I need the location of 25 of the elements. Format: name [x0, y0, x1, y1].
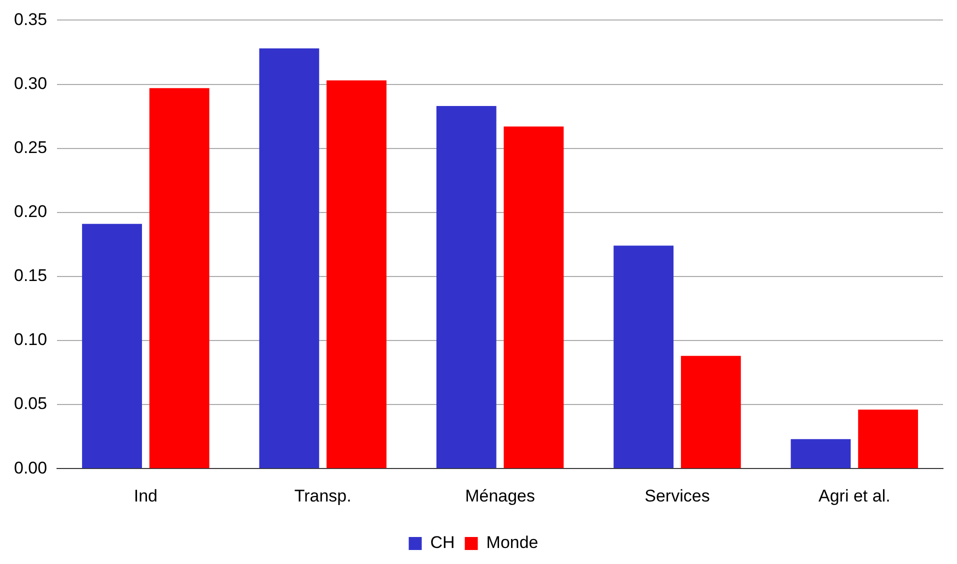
bar [436, 106, 496, 468]
y-tick-label: 0.15 [14, 266, 48, 286]
bar [259, 48, 320, 468]
y-tick-label: 0.25 [14, 138, 48, 157]
x-tick-label: Transp. [294, 486, 352, 506]
bar [614, 246, 674, 468]
bar [149, 88, 210, 468]
y-tick-label: 0.05 [14, 394, 48, 414]
y-tick-label: 0.00 [14, 458, 48, 478]
bar [504, 126, 564, 468]
x-tick-label: Ind [134, 486, 158, 506]
y-tick-label: 0.10 [14, 330, 48, 350]
bar [680, 356, 741, 468]
legend-label: Monde [486, 533, 538, 552]
y-tick-label: 0.35 [14, 10, 48, 29]
x-tick-label: Ménages [465, 486, 536, 506]
bar [82, 224, 142, 468]
bar [858, 410, 918, 468]
bar [790, 439, 851, 468]
y-tick-label: 0.20 [14, 202, 48, 222]
legend-label: CH [430, 533, 455, 552]
x-tick-label: Services [644, 486, 710, 506]
y-tick-label: 0.30 [14, 74, 48, 93]
bar [326, 80, 386, 468]
x-tick-label: Agri et al. [818, 486, 890, 506]
